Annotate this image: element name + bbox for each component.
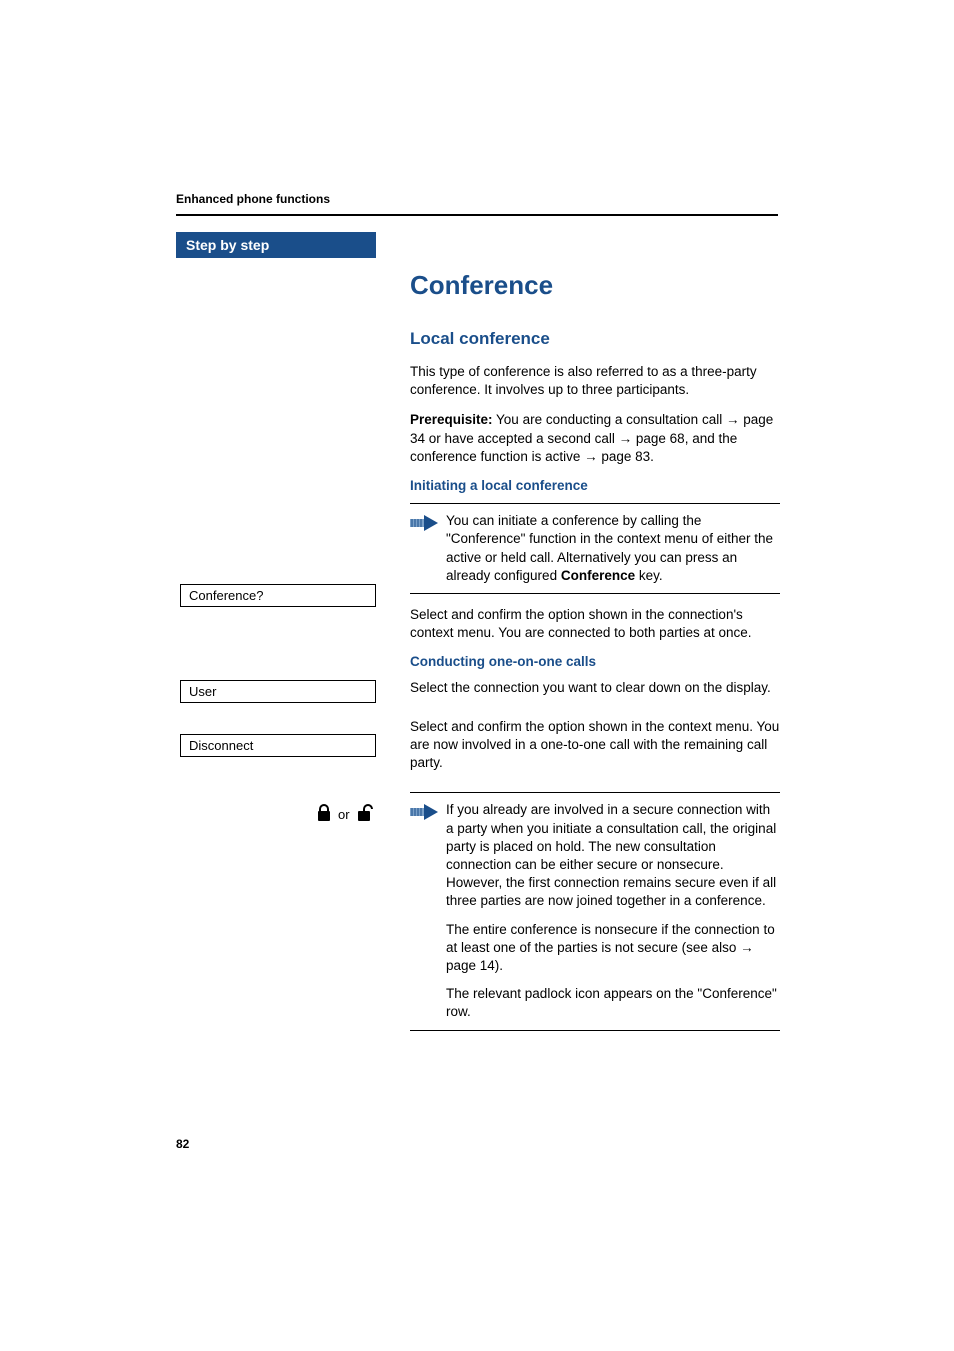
lock-closed-icon	[316, 804, 332, 825]
step-box-label: Conference?	[189, 588, 263, 603]
secure-p2b: page 14).	[446, 958, 503, 973]
oneonone-heading: Conducting one-on-one calls	[410, 654, 780, 669]
secure-p2a: The entire conference is nonsecure if th…	[446, 922, 775, 955]
step-box-label: User	[189, 684, 216, 699]
secure-note-text: If you already are involved in a secure …	[446, 801, 780, 1021]
arrow-right-icon: →	[584, 449, 598, 464]
lock-icons-row: or	[316, 804, 374, 825]
init-note-tail: key.	[635, 568, 663, 583]
initiating-heading: Initiating a local conference	[410, 478, 780, 493]
main-content: Conference Local conference This type of…	[410, 270, 780, 1043]
prereq-text-a: You are conducting a consultation call	[493, 412, 726, 427]
note-arrow-icon	[410, 514, 438, 537]
page-root: Enhanced phone functions Step by step Co…	[0, 0, 954, 1351]
page-header: Enhanced phone functions	[176, 192, 778, 216]
step3-paragraph: Select and confirm the option shown in t…	[410, 718, 780, 773]
prerequisite-paragraph: Prerequisite: You are conducting a consu…	[410, 411, 780, 466]
secure-note-box: If you already are involved in a secure …	[410, 792, 780, 1030]
prereq-text-d: page 83.	[598, 449, 654, 464]
init-note-box: You can initiate a conference by calling…	[410, 503, 780, 594]
intro-paragraph: This type of conference is also referred…	[410, 363, 780, 399]
arrow-right-icon: →	[619, 431, 633, 446]
page-number: 82	[176, 1137, 189, 1151]
arrow-right-icon: →	[726, 412, 740, 427]
header-section-title: Enhanced phone functions	[176, 192, 778, 212]
lock-open-icon	[356, 804, 374, 825]
step-box-user: User	[180, 680, 376, 703]
note-arrow-icon	[410, 803, 438, 826]
section-subtitle: Local conference	[410, 329, 780, 349]
page-title: Conference	[410, 270, 780, 301]
step-by-step-tab: Step by step	[176, 232, 376, 258]
step-box-conference: Conference?	[180, 584, 376, 607]
init-note-bold: Conference	[561, 568, 635, 583]
prereq-label: Prerequisite:	[410, 412, 493, 427]
secure-p3: The relevant padlock icon appears on the…	[446, 985, 780, 1021]
step1-paragraph: Select and confirm the option shown in t…	[410, 606, 780, 642]
header-rule	[176, 214, 778, 216]
init-note-text: You can initiate a conference by calling…	[446, 512, 780, 585]
or-label: or	[338, 807, 350, 822]
arrow-right-icon: →	[740, 940, 754, 955]
secure-p1: If you already are involved in a secure …	[446, 801, 780, 910]
step2-paragraph: Select the connection you want to clear …	[410, 679, 780, 697]
secure-p2: The entire conference is nonsecure if th…	[446, 921, 780, 976]
sidebar-tab-label: Step by step	[186, 237, 269, 253]
step-box-disconnect: Disconnect	[180, 734, 376, 757]
step-box-label: Disconnect	[189, 738, 253, 753]
